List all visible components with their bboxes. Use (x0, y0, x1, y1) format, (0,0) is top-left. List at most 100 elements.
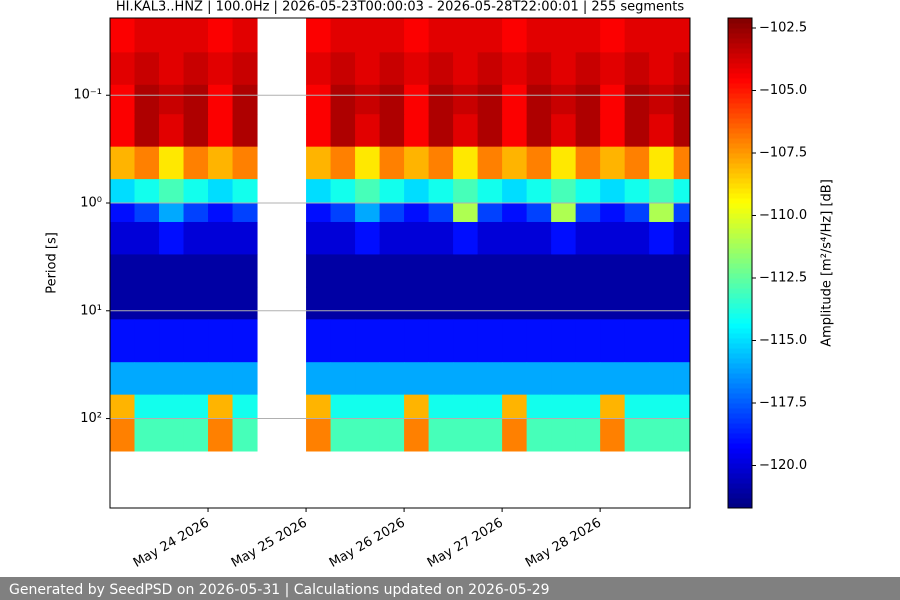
heatmap-cell (134, 221, 160, 255)
colorbar-swatch (728, 328, 752, 334)
colorbar-swatch (728, 63, 752, 69)
heatmap-cell (379, 418, 405, 452)
heatmap-cell (649, 221, 675, 255)
heatmap-cell (355, 18, 381, 53)
heatmap-cell (575, 203, 601, 223)
heatmap-cell (110, 286, 136, 320)
heatmap-cell (232, 394, 258, 420)
heatmap-cell (428, 394, 454, 420)
colorbar-swatch (728, 43, 752, 49)
heatmap-cell (526, 286, 552, 320)
heatmap-cell (673, 52, 691, 86)
heatmap-cell (159, 362, 185, 396)
heatmap-cell (477, 114, 503, 148)
heatmap-cell (428, 52, 454, 86)
heatmap-cell (502, 362, 528, 396)
colorbar-tick-label: −112.5 (759, 271, 807, 286)
colorbar-swatch (728, 223, 752, 229)
heatmap-cell (453, 254, 479, 288)
heatmap-cell (159, 52, 185, 86)
heatmap-cell (428, 319, 454, 363)
colorbar-swatch (728, 463, 752, 469)
heatmap-cell (379, 254, 405, 288)
colorbar-swatch (728, 78, 752, 84)
heatmap-cell (453, 18, 479, 53)
heatmap-cell (404, 394, 430, 420)
heatmap-cell (159, 418, 185, 452)
heatmap-cell (649, 52, 675, 86)
heatmap-cell (208, 203, 234, 223)
colorbar-swatch (728, 443, 752, 449)
heatmap-cell (477, 254, 503, 288)
heatmap-cell (232, 418, 258, 452)
heatmap-cell (404, 114, 430, 148)
heatmap-cell (649, 18, 675, 53)
heatmap-cell (232, 114, 258, 148)
heatmap-cell (526, 362, 552, 396)
colorbar-swatch (728, 423, 752, 429)
colorbar-swatch (728, 308, 752, 314)
heatmap-cell (306, 52, 332, 86)
heatmap-cell (453, 394, 479, 420)
heatmap-cell (110, 146, 136, 180)
colorbar-swatch (728, 213, 752, 219)
heatmap-cell (600, 146, 626, 180)
heatmap-cell (477, 286, 503, 320)
heatmap-cell (306, 114, 332, 148)
heatmap-cell (404, 254, 430, 288)
heatmap-cell (208, 254, 234, 288)
heatmap-cell (624, 394, 650, 420)
heatmap-cell (159, 203, 185, 223)
heatmap-cell (183, 254, 209, 288)
heatmap-cell (159, 114, 185, 148)
heatmap-cell (502, 319, 528, 363)
heatmap-cell (159, 18, 185, 53)
colorbar-swatch (728, 208, 752, 214)
heatmap-cell (453, 114, 479, 148)
heatmap-cell (379, 362, 405, 396)
heatmap-cell (453, 84, 479, 115)
heatmap-cell (526, 394, 552, 420)
heatmap-cell (306, 394, 332, 420)
y-tick-label: 10⁻¹ (73, 88, 102, 103)
heatmap-cell (379, 319, 405, 363)
colorbar-swatch (728, 388, 752, 394)
heatmap-cell (134, 286, 160, 320)
colorbar-swatch (728, 88, 752, 94)
colorbar-swatch (728, 298, 752, 304)
heatmap-cell (355, 146, 381, 180)
colorbar-swatch (728, 48, 752, 54)
heatmap-cell (649, 179, 675, 204)
heatmap-cell (183, 362, 209, 396)
colorbar-swatch (728, 438, 752, 444)
heatmap-cell (110, 418, 136, 452)
colorbar-swatch (728, 253, 752, 259)
heatmap-cell (404, 418, 430, 452)
colorbar-tick-label: −102.5 (759, 21, 807, 36)
colorbar-swatch (728, 433, 752, 439)
heatmap-cell (551, 203, 577, 223)
colorbar-swatch (728, 353, 752, 359)
heatmap-cell (502, 221, 528, 255)
heatmap-cell (110, 179, 136, 204)
heatmap-cell (208, 319, 234, 363)
footer: Generated by SeedPSD on 2026-05-31 | Cal… (9, 582, 550, 598)
heatmap-cell (575, 114, 601, 148)
heatmap-cell (208, 221, 234, 255)
heatmap-cell (600, 418, 626, 452)
heatmap-cell (232, 286, 258, 320)
heatmap-cell (208, 114, 234, 148)
colorbar-swatch (728, 398, 752, 404)
heatmap-cell (673, 84, 691, 115)
colorbar-swatch (728, 343, 752, 349)
heatmap-cell (575, 394, 601, 420)
heatmap-cell (404, 203, 430, 223)
colorbar-swatch (728, 268, 752, 274)
heatmap-cell (428, 203, 454, 223)
colorbar-swatch (728, 323, 752, 329)
heatmap-cell (355, 179, 381, 204)
heatmap-cell (134, 179, 160, 204)
heatmap-cell (551, 286, 577, 320)
colorbar-swatch (728, 103, 752, 109)
heatmap-cell (575, 319, 601, 363)
